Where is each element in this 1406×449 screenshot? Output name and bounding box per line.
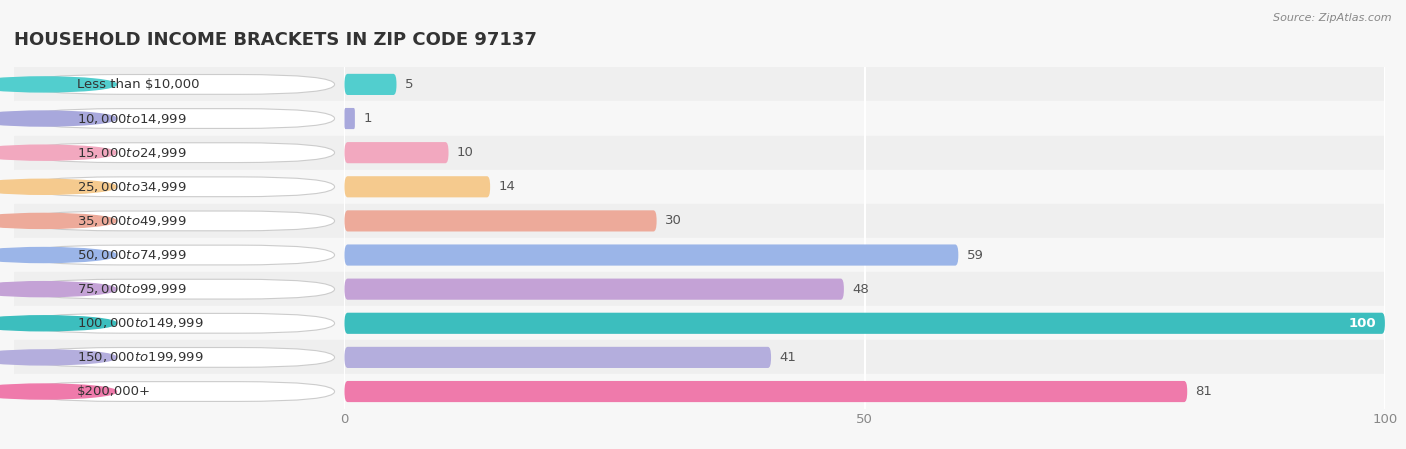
FancyBboxPatch shape	[24, 382, 335, 401]
Bar	[344, 306, 1385, 340]
Circle shape	[0, 111, 117, 126]
FancyBboxPatch shape	[344, 347, 770, 368]
Text: $35,000 to $49,999: $35,000 to $49,999	[77, 214, 187, 228]
Bar	[344, 67, 1385, 101]
FancyBboxPatch shape	[24, 279, 335, 299]
FancyBboxPatch shape	[24, 245, 335, 265]
Text: $25,000 to $34,999: $25,000 to $34,999	[77, 180, 187, 194]
FancyBboxPatch shape	[344, 176, 491, 198]
Bar	[14, 272, 344, 306]
Bar	[344, 136, 1385, 170]
Text: 100: 100	[1348, 317, 1376, 330]
Text: $10,000 to $14,999: $10,000 to $14,999	[77, 111, 187, 126]
Text: Source: ZipAtlas.com: Source: ZipAtlas.com	[1274, 13, 1392, 23]
Circle shape	[0, 145, 117, 160]
Bar	[14, 136, 344, 170]
Bar	[14, 306, 344, 340]
Bar	[14, 374, 344, 409]
Text: 48: 48	[852, 283, 869, 295]
Text: 1: 1	[363, 112, 371, 125]
Circle shape	[0, 282, 117, 297]
FancyBboxPatch shape	[344, 278, 844, 300]
Text: $150,000 to $199,999: $150,000 to $199,999	[77, 350, 204, 365]
Bar	[344, 272, 1385, 306]
Circle shape	[0, 179, 117, 194]
Text: 30: 30	[665, 215, 682, 227]
Text: 59: 59	[967, 249, 984, 261]
Bar	[14, 67, 344, 101]
Circle shape	[0, 350, 117, 365]
Bar	[344, 238, 1385, 272]
Circle shape	[0, 384, 117, 399]
Text: $100,000 to $149,999: $100,000 to $149,999	[77, 316, 204, 330]
Text: 5: 5	[405, 78, 413, 91]
Text: Less than $10,000: Less than $10,000	[77, 78, 200, 91]
Text: $200,000+: $200,000+	[77, 385, 150, 398]
FancyBboxPatch shape	[24, 143, 335, 163]
Circle shape	[0, 247, 117, 263]
Bar	[14, 340, 344, 374]
Text: $15,000 to $24,999: $15,000 to $24,999	[77, 145, 187, 160]
Bar	[14, 101, 344, 136]
Bar	[14, 170, 344, 204]
Circle shape	[0, 77, 117, 92]
Text: 41: 41	[779, 351, 796, 364]
Bar	[14, 238, 344, 272]
Bar	[344, 204, 1385, 238]
FancyBboxPatch shape	[344, 74, 396, 95]
FancyBboxPatch shape	[344, 244, 959, 266]
FancyBboxPatch shape	[344, 108, 354, 129]
Bar	[344, 374, 1385, 409]
FancyBboxPatch shape	[344, 381, 1187, 402]
Bar	[344, 340, 1385, 374]
Text: HOUSEHOLD INCOME BRACKETS IN ZIP CODE 97137: HOUSEHOLD INCOME BRACKETS IN ZIP CODE 97…	[14, 31, 537, 49]
FancyBboxPatch shape	[24, 211, 335, 231]
Text: $50,000 to $74,999: $50,000 to $74,999	[77, 248, 187, 262]
Circle shape	[0, 316, 117, 331]
Circle shape	[0, 213, 117, 229]
FancyBboxPatch shape	[24, 348, 335, 367]
Text: 81: 81	[1195, 385, 1212, 398]
FancyBboxPatch shape	[344, 142, 449, 163]
Text: 14: 14	[499, 180, 516, 193]
Bar	[14, 204, 344, 238]
FancyBboxPatch shape	[24, 109, 335, 128]
Bar	[344, 170, 1385, 204]
Text: 10: 10	[457, 146, 474, 159]
Text: $75,000 to $99,999: $75,000 to $99,999	[77, 282, 187, 296]
FancyBboxPatch shape	[24, 313, 335, 333]
FancyBboxPatch shape	[344, 313, 1385, 334]
FancyBboxPatch shape	[344, 210, 657, 232]
FancyBboxPatch shape	[24, 177, 335, 197]
Bar	[344, 101, 1385, 136]
FancyBboxPatch shape	[24, 75, 335, 94]
